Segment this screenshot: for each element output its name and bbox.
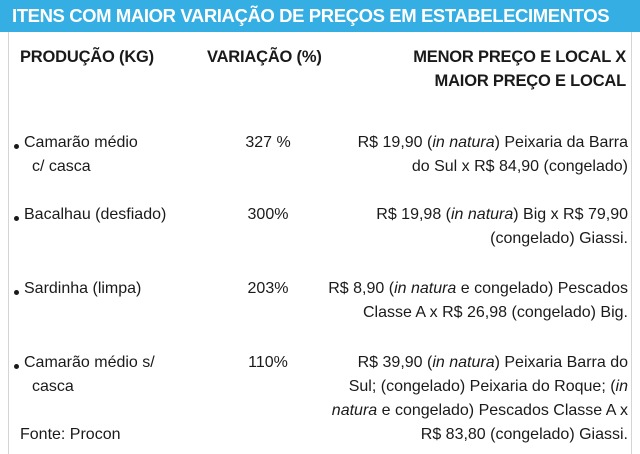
- table-row-variation: 327 %: [245, 134, 291, 151]
- price-line: R$ 83,80 (congelado) Giassi.: [420, 426, 628, 443]
- bullet-icon: [14, 364, 19, 369]
- item-name-line2: c/ casca: [32, 158, 91, 175]
- table-row-variation: 203%: [247, 280, 289, 297]
- table-row-price: R$ 8,90 (in natura e congelado) Pescados…: [328, 277, 628, 325]
- column-header-production: PRODUÇÃO (KG): [20, 48, 154, 66]
- column-header-price: MENOR PREÇO E LOCAL X MAIOR PREÇO E LOCA…: [413, 45, 626, 93]
- table-row-variation: 110%: [248, 354, 288, 371]
- table-row-item: Camarão médio c/ casca: [14, 131, 138, 179]
- price-line: R$ 19,90 (in natura) Peixaria da Barra: [357, 134, 628, 151]
- price-line: R$ 8,90 (in natura e congelado) Pescados: [328, 280, 628, 297]
- price-line: R$ 39,90 (in natura) Peixaria Barra do: [357, 354, 628, 371]
- left-border-rule: [8, 32, 9, 454]
- table-row-item: Camarão médio s/ casca: [14, 351, 155, 399]
- right-border-rule: [631, 32, 632, 454]
- price-line: Sul; (congelado) Peixaria do Roque; (in: [348, 378, 628, 395]
- price-line: (congelado) Giassi.: [490, 230, 628, 247]
- column-header-price-line1: MENOR PREÇO E LOCAL X: [413, 48, 626, 66]
- table-row-item: Bacalhau (desfiado): [14, 203, 166, 227]
- table-row-price: R$ 19,90 (in natura) Peixaria da Barra d…: [358, 131, 628, 179]
- bullet-icon: [14, 216, 19, 221]
- item-name-line1: Camarão médio s/: [24, 354, 155, 371]
- table-row-variation: 300%: [247, 206, 289, 223]
- price-line: do Sul x R$ 84,90 (congelado): [411, 158, 628, 175]
- price-line: natura e congelado) Pescados Classe A x: [331, 402, 628, 419]
- column-header-price-line2: MAIOR PREÇO E LOCAL: [434, 72, 627, 90]
- item-name-line1: Camarão médio: [24, 134, 138, 151]
- price-line: R$ 19,98 (in natura) Big x R$ 79,90: [376, 206, 628, 223]
- bullet-icon: [14, 290, 19, 295]
- column-header-variation: VARIAÇÃO (%): [207, 48, 322, 66]
- table-title-banner: ITENS COM MAIOR VARIAÇÃO DE PREÇOS EM ES…: [0, 0, 640, 32]
- table-row-price: R$ 19,98 (in natura) Big x R$ 79,90 (con…: [376, 203, 628, 251]
- item-name-line2: casca: [32, 378, 74, 395]
- source-credit: Fonte: Procon: [20, 426, 121, 443]
- price-line: Classe A x R$ 26,98 (congelado) Big.: [362, 304, 628, 321]
- item-name-line1: Bacalhau (desfiado): [24, 206, 167, 223]
- item-name-line1: Sardinha (limpa): [24, 280, 142, 297]
- table-row-item: Sardinha (limpa): [14, 277, 141, 301]
- bullet-icon: [14, 144, 19, 149]
- table-row-price: R$ 39,90 (in natura) Peixaria Barra do S…: [332, 351, 628, 447]
